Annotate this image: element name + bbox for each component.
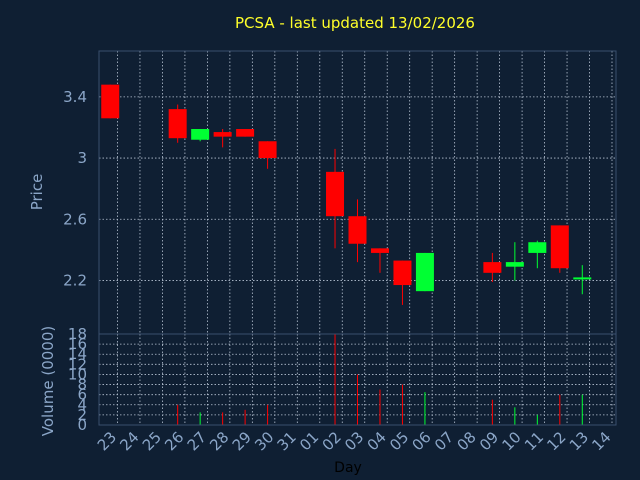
price-frame bbox=[98, 50, 617, 335]
candle-body bbox=[573, 277, 592, 280]
candle-body bbox=[258, 141, 277, 159]
volume-tick-label: 2 bbox=[77, 406, 87, 424]
candle-body bbox=[393, 260, 412, 286]
x-axis-label: Day bbox=[334, 460, 362, 476]
volume-tick-label: 10 bbox=[68, 365, 87, 383]
candle-body bbox=[213, 132, 232, 137]
candles bbox=[101, 84, 592, 305]
price-axis-label: Price bbox=[28, 174, 46, 211]
price-tick-label: 3 bbox=[77, 149, 87, 167]
volume-bars bbox=[177, 334, 583, 425]
candle-body bbox=[370, 248, 389, 253]
volume-tick-label: 8 bbox=[77, 376, 87, 394]
chart-title: PCSA - last updated 13/02/2026 bbox=[235, 14, 475, 32]
price-tick-label: 3.4 bbox=[63, 88, 87, 106]
price-ticks: 2.2 2.6 3 3.4 bbox=[63, 88, 87, 290]
volume-tick-label: 14 bbox=[68, 345, 87, 363]
volume-tick-label: 4 bbox=[77, 396, 87, 414]
volume-tick-label: 6 bbox=[77, 386, 87, 404]
candle-body bbox=[191, 129, 210, 140]
candle-body bbox=[168, 109, 187, 139]
candle-body bbox=[236, 129, 255, 137]
candle-body bbox=[326, 171, 345, 217]
candle-body bbox=[528, 242, 547, 253]
volume-axis-label: Volume (0000) bbox=[39, 326, 57, 436]
candle-body bbox=[415, 252, 434, 292]
candle-body bbox=[483, 262, 502, 273]
candle-body bbox=[505, 262, 524, 267]
volume-frame bbox=[98, 333, 617, 426]
volume-tick-label: 18 bbox=[68, 325, 87, 343]
volume-tick-label: 16 bbox=[68, 335, 87, 353]
candle-body bbox=[348, 216, 367, 244]
price-tick-label: 2.6 bbox=[63, 210, 87, 228]
price-grid bbox=[99, 51, 616, 334]
volume-tick-label: 12 bbox=[68, 355, 87, 373]
volume-tick-label: 0 bbox=[77, 416, 87, 434]
candle-body bbox=[101, 84, 120, 119]
x-tick-label: 14 bbox=[588, 428, 614, 454]
price-tick-label: 2.2 bbox=[63, 271, 87, 289]
x-ticks: 2324252627282930310102030405060708091011… bbox=[94, 428, 615, 454]
candle-body bbox=[550, 225, 569, 269]
